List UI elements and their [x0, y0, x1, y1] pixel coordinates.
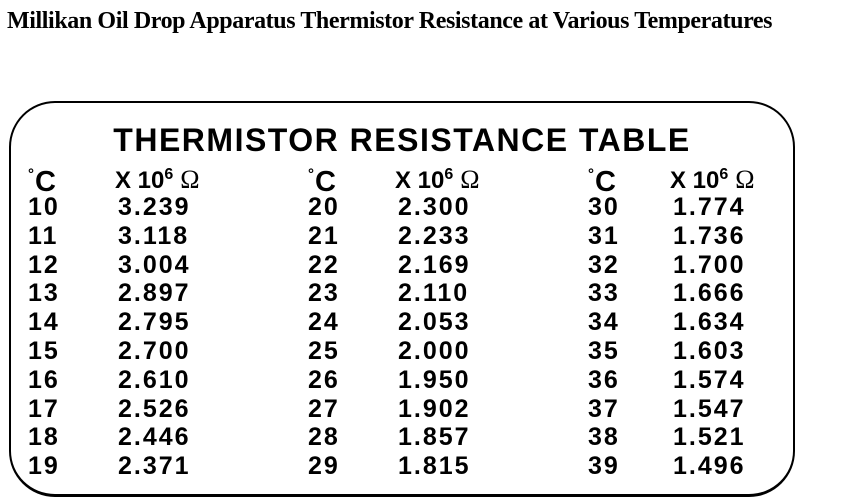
resistance-cell: 1.634	[673, 308, 746, 337]
resistance-cell: 1.815	[398, 452, 471, 481]
temp-cell: 27	[308, 394, 340, 423]
resistance-cell: 1.496	[673, 452, 746, 481]
temp-cell: 33	[588, 279, 620, 308]
temp-cell: 20	[308, 193, 340, 221]
resistance-cell: 2.169	[398, 250, 471, 279]
resistance-cell: 2.446	[118, 423, 191, 452]
temp-cell: 24	[308, 308, 340, 337]
resistance-cell: 1.902	[398, 394, 471, 423]
resistance-cell: 2.110	[398, 279, 470, 308]
ohm-symbol: Ω	[460, 165, 480, 194]
resistance-cell: 1.603	[673, 336, 746, 365]
temp-cell: 14	[28, 308, 60, 337]
temp-cell: 26	[308, 365, 340, 394]
resistance-cell: 2.300	[398, 193, 471, 221]
resistance-multiplier-label: X 10	[670, 167, 720, 194]
resistance-cell: 2.700	[118, 336, 191, 365]
temp-cell: 30	[588, 193, 620, 221]
resistance-cell: 2.000	[398, 336, 471, 365]
temp-cell: 23	[308, 279, 340, 308]
resistance-cell: 1.547	[673, 394, 746, 423]
resistance-cell: 1.666	[673, 279, 746, 308]
temp-unit-label: C	[35, 166, 56, 198]
temp-unit-label: C	[315, 166, 336, 198]
exponent-label: 6	[164, 166, 174, 183]
resistance-cell: 3.004	[118, 250, 191, 279]
temp-cell: 19	[28, 452, 60, 481]
resistance-cell: 1.774	[673, 193, 746, 221]
resistance-multiplier-label: X 10	[115, 167, 165, 194]
temp-cell: 36	[588, 365, 620, 394]
degree-symbol: °	[308, 166, 314, 183]
temp-cell: 16	[28, 365, 60, 394]
resistance-cell: 3.239	[118, 193, 191, 221]
temp-unit-label: C	[595, 166, 616, 198]
exponent-label: 6	[719, 166, 729, 183]
temp-cell: 11	[28, 221, 59, 250]
ohm-symbol: Ω	[180, 165, 200, 194]
table-title: THERMISTOR RESISTANCE TABLE	[113, 122, 691, 158]
resistance-cell: 1.574	[673, 365, 746, 394]
temp-cell: 17	[28, 394, 60, 423]
resistance-cell: 2.795	[118, 308, 191, 337]
temp-cell: 13	[28, 279, 60, 308]
resistance-cell: 2.610	[118, 365, 191, 394]
resistance-cell: 3.118	[118, 221, 190, 250]
temp-cell: 15	[28, 336, 60, 365]
temp-cell: 29	[308, 452, 340, 481]
temp-cell: 34	[588, 308, 620, 337]
temp-cell: 32	[588, 250, 620, 279]
temp-column-header-3: °C	[588, 157, 670, 198]
temp-cell: 28	[308, 423, 340, 452]
temp-cell: 31	[588, 221, 620, 250]
resistance-cell: 2.371	[118, 452, 191, 481]
temp-cell: 37	[588, 394, 620, 423]
resistance-cell: 2.053	[398, 308, 471, 337]
page-title: Millikan Oil Drop Apparatus Thermistor R…	[7, 8, 773, 34]
degree-symbol: °	[588, 166, 594, 183]
temp-cell: 25	[308, 336, 340, 365]
thermistor-table-box: THERMISTOR RESISTANCE TABLE °C X 106 Ω °C…	[9, 101, 795, 497]
resistance-cell: 1.950	[398, 365, 471, 394]
temp-cell: 38	[588, 423, 620, 452]
thermistor-table-grid: °C X 106 Ω °C X 106 Ω °C X 106 Ω 10 3.239 20 2…	[11, 157, 793, 481]
resistance-cell: 1.700	[673, 250, 746, 279]
exponent-label: 6	[444, 166, 454, 183]
resistance-cell: 2.897	[118, 279, 191, 308]
resistance-column-header-2: X 106 Ω	[395, 157, 588, 194]
temp-cell: 10	[28, 193, 60, 221]
resistance-cell: 1.857	[398, 423, 471, 452]
resistance-column-header-1: X 106 Ω	[115, 157, 308, 194]
resistance-cell: 1.521	[673, 423, 746, 452]
temp-cell: 22	[308, 250, 340, 279]
temp-cell: 35	[588, 336, 620, 365]
temp-cell: 18	[28, 423, 60, 452]
resistance-multiplier-label: X 10	[395, 167, 445, 194]
resistance-cell: 2.526	[118, 394, 191, 423]
temp-column-header-2: °C	[308, 157, 395, 198]
degree-symbol: °	[28, 166, 34, 183]
resistance-cell: 2.233	[398, 221, 471, 250]
temp-column-header-1: °C	[28, 157, 115, 198]
temp-cell: 39	[588, 452, 620, 481]
temp-cell: 12	[28, 250, 60, 279]
ohm-symbol: Ω	[735, 165, 755, 194]
resistance-cell: 1.736	[673, 221, 746, 250]
resistance-column-header-3: X 106 Ω	[670, 157, 793, 194]
temp-cell: 21	[308, 221, 340, 250]
